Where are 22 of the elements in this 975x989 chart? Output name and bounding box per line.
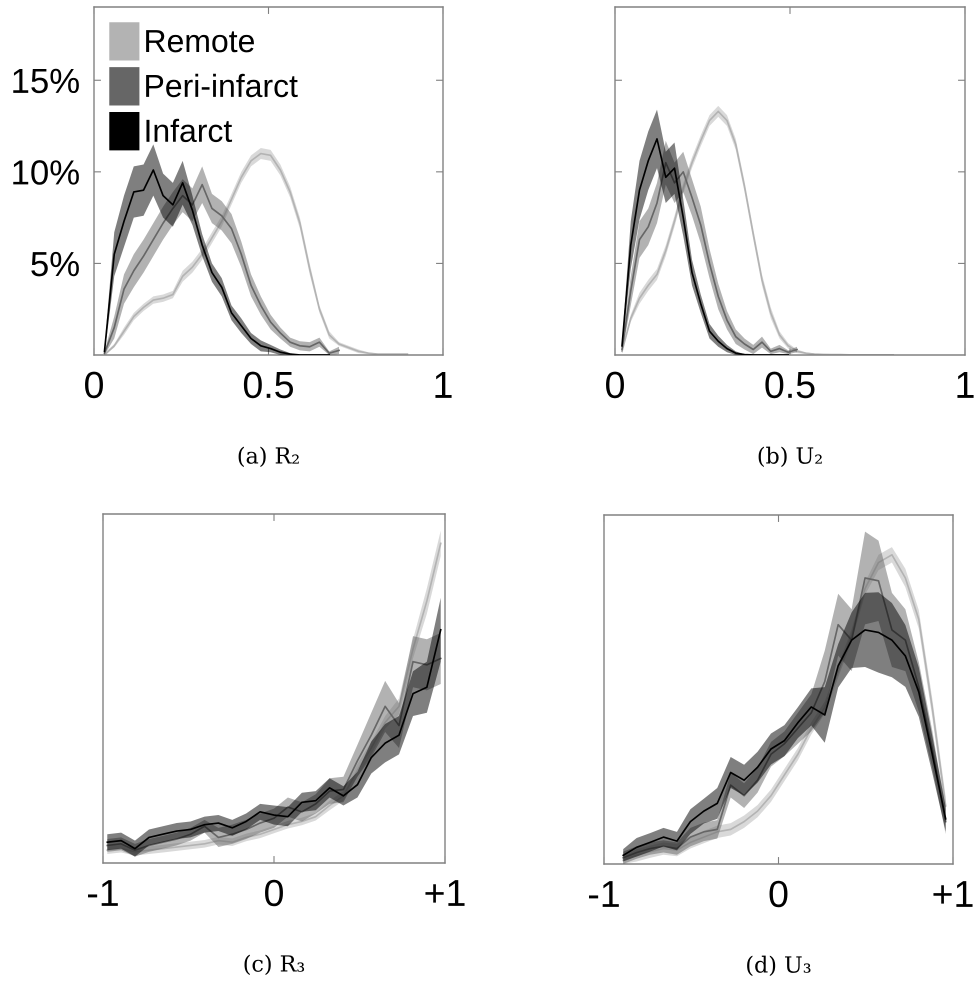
legend-label: Peri-infarct	[146, 74, 298, 98]
legend-label: Remote	[146, 30, 254, 52]
x-tick-label: 0	[85, 372, 103, 398]
legend-label: Infarct	[146, 118, 232, 142]
x-tick-label: 0.5	[244, 372, 293, 398]
x-axis-title: (a) R₂	[238, 446, 299, 468]
x-tick-label: 1	[957, 372, 974, 398]
x-tick-label: 0	[770, 880, 788, 908]
y-tick-label: 5%	[31, 252, 79, 276]
x-tick-label: -1	[588, 881, 619, 907]
x-tick-label: 1	[435, 372, 452, 398]
x-axis-title: (b) U₂	[758, 446, 822, 468]
x-tick-label: -1	[88, 880, 118, 906]
x-axis-title: (d) U₃	[747, 956, 811, 976]
x-tick-label: +1	[425, 880, 465, 906]
x-axis-title: (c) R₃	[244, 954, 304, 976]
y-tick-label: 15%	[13, 68, 79, 94]
x-tick-label: +1	[933, 881, 973, 907]
x-tick-label: 0	[606, 372, 624, 398]
x-tick-label: 0	[265, 880, 283, 906]
x-tick-label: 0.5	[765, 372, 814, 398]
y-tick-label: 10%	[13, 160, 79, 185]
